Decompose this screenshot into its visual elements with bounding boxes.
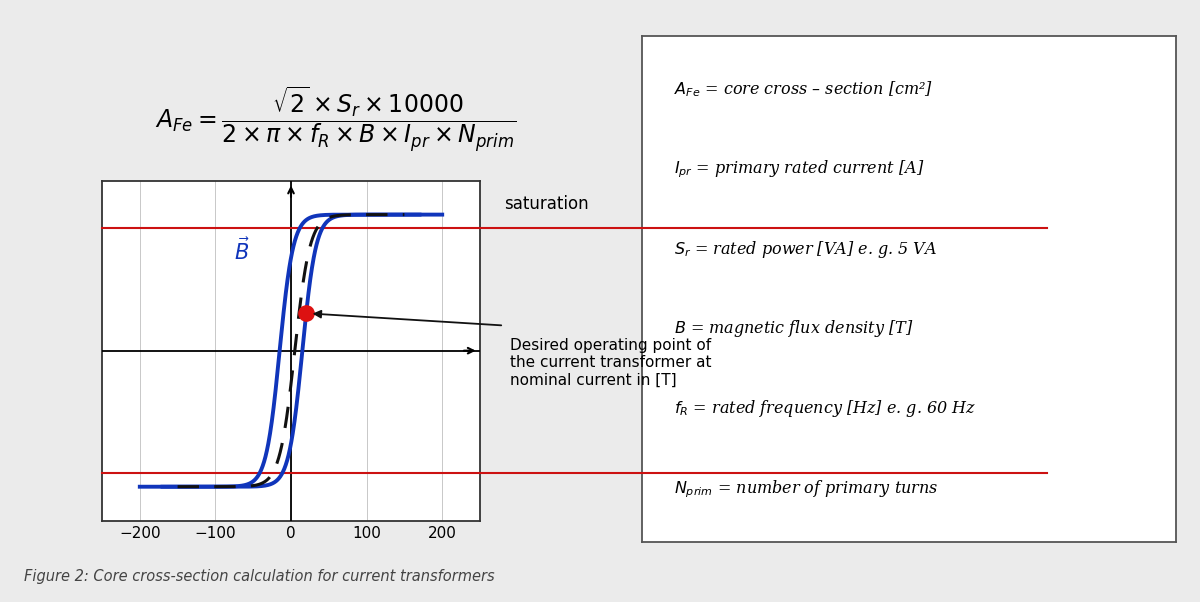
Text: $\vec{B}$: $\vec{B}$ — [234, 238, 250, 264]
Text: $N_{prim}$ = number of primary turns: $N_{prim}$ = number of primary turns — [674, 478, 938, 500]
Text: saturation: saturation — [504, 196, 589, 213]
Text: Desired operating point of
the current transformer at
nominal current in [T]: Desired operating point of the current t… — [510, 338, 712, 387]
Text: $S_r$ = rated power [VA] e. g. 5 VA: $S_r$ = rated power [VA] e. g. 5 VA — [674, 238, 937, 259]
Text: $B$ = magnetic flux density [T]: $B$ = magnetic flux density [T] — [674, 318, 913, 340]
Text: $f_R$ = rated frequency [Hz] e. g. 60 Hz: $f_R$ = rated frequency [Hz] e. g. 60 Hz — [674, 399, 977, 420]
Text: $A_{Fe}$ = core cross – section [cm²]: $A_{Fe}$ = core cross – section [cm²] — [674, 79, 934, 99]
Text: $I_{pr}$ = primary rated current [A]: $I_{pr}$ = primary rated current [A] — [674, 158, 924, 180]
Text: Figure 2: Core cross-section calculation for current transformers: Figure 2: Core cross-section calculation… — [24, 569, 494, 584]
Text: $A_{Fe} = \dfrac{\sqrt{2} \times S_r \times 10000}{2 \times \pi \times f_R \time: $A_{Fe} = \dfrac{\sqrt{2} \times S_r \ti… — [156, 84, 516, 154]
